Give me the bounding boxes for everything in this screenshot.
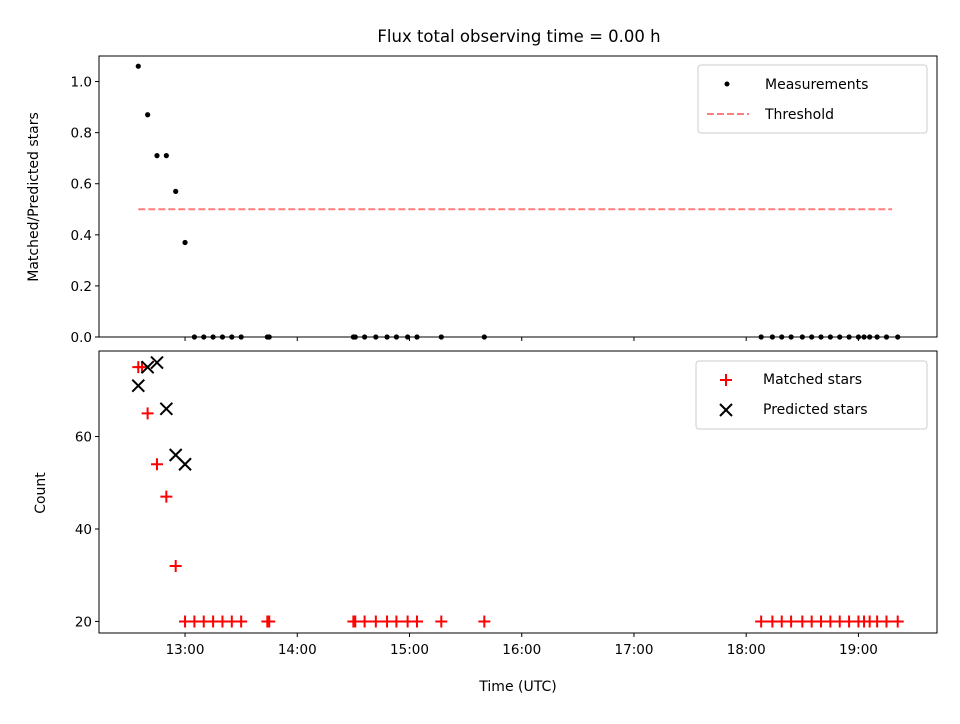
matched-star-point — [891, 615, 904, 628]
legend-matched-label: Matched stars — [763, 372, 862, 388]
counts-xtick-label: 16:00 — [502, 642, 541, 658]
ratio-ytick-label: 0.2 — [71, 279, 92, 295]
ratio-marks: 0.0 0.2 0.4 0.6 0.8 1.0 — [71, 63, 901, 346]
legend-measurements-marker — [724, 81, 730, 87]
legend-measurements-label: Measurements — [765, 77, 868, 93]
matched-star-point — [150, 458, 163, 471]
ratio-legend: Measurements Threshold — [697, 64, 928, 134]
ratio-ytick-label: 0.8 — [71, 126, 92, 142]
matched-star-point — [369, 615, 382, 628]
ratio-legend-box — [697, 64, 928, 134]
predicted-star-point — [178, 457, 192, 471]
matched-star-point — [141, 407, 154, 420]
measurement-point — [173, 188, 179, 194]
matched-star-point — [235, 615, 248, 628]
counts-ylabel: Count — [33, 472, 49, 514]
measurement-point — [163, 153, 169, 159]
matched-star-point — [435, 615, 448, 628]
chart-title: Flux total observing time = 0.00 h — [377, 27, 660, 46]
predicted-star-point — [150, 355, 164, 370]
counts-xtick-label: 17:00 — [615, 642, 654, 658]
counts-axes-frame — [98, 350, 938, 634]
measurement-point — [145, 112, 151, 118]
matched-star-point — [410, 615, 423, 628]
predicted-star-point — [131, 378, 145, 393]
matched-star-point — [390, 615, 403, 628]
counts-xtick-label: 13:00 — [166, 642, 205, 658]
counts-xtick-label: 18:00 — [727, 642, 766, 658]
counts-ytick-label: 60 — [75, 430, 92, 446]
ratio-ylabel: Matched/Predicted stars — [26, 112, 42, 282]
predicted-star-point — [159, 402, 174, 416]
matched-star-point — [136, 361, 149, 374]
matched-star-point — [169, 559, 182, 572]
matched-star-point — [755, 615, 768, 628]
matched-star-point — [263, 615, 276, 628]
panel-ratio: 0.0 0.2 0.4 0.6 0.8 1.0 Matched/Predicted sta… — [26, 55, 938, 346]
legend-predicted-label: Predicted stars — [763, 402, 868, 418]
matched-star-point — [785, 615, 798, 628]
ratio-ytick-label: 0.0 — [71, 330, 92, 346]
counts-xlabel: Time (UTC) — [478, 679, 556, 695]
legend-threshold-label: Threshold — [764, 107, 834, 123]
counts-marks: 20 40 60 13:00 14:00 15:00 16:00 17:00 18:00 19:0… — [75, 355, 904, 658]
legend-matched-marker — [720, 374, 732, 386]
measurement-point — [135, 63, 141, 69]
ratio-axes-frame — [98, 55, 938, 338]
ratio-ytick-label: 1.0 — [71, 75, 92, 91]
counts-ytick-label: 20 — [75, 614, 92, 630]
counts-xtick-label: 19:00 — [839, 642, 878, 658]
counts-xtick-label: 15:00 — [390, 642, 429, 658]
matched-star-point — [160, 490, 173, 503]
panel-counts: 20 40 60 13:00 14:00 15:00 16:00 17:00 18:00 19:0… — [33, 350, 938, 695]
matched-star-point — [880, 615, 893, 628]
counts-legend: Matched stars Predicted stars — [695, 360, 928, 430]
predicted-star-point — [140, 360, 155, 374]
counts-ytick-label: 40 — [75, 522, 92, 538]
counts-legend-box — [695, 360, 928, 430]
measurement-point — [154, 153, 160, 159]
matched-star-point — [478, 615, 491, 628]
ratio-ytick-label: 0.4 — [71, 228, 92, 244]
ratio-ytick-label: 0.6 — [71, 177, 92, 193]
measurement-point — [182, 239, 188, 246]
counts-xtick-label: 14:00 — [278, 642, 317, 658]
matched-star-point — [358, 615, 371, 628]
legend-predicted-marker — [719, 403, 733, 417]
